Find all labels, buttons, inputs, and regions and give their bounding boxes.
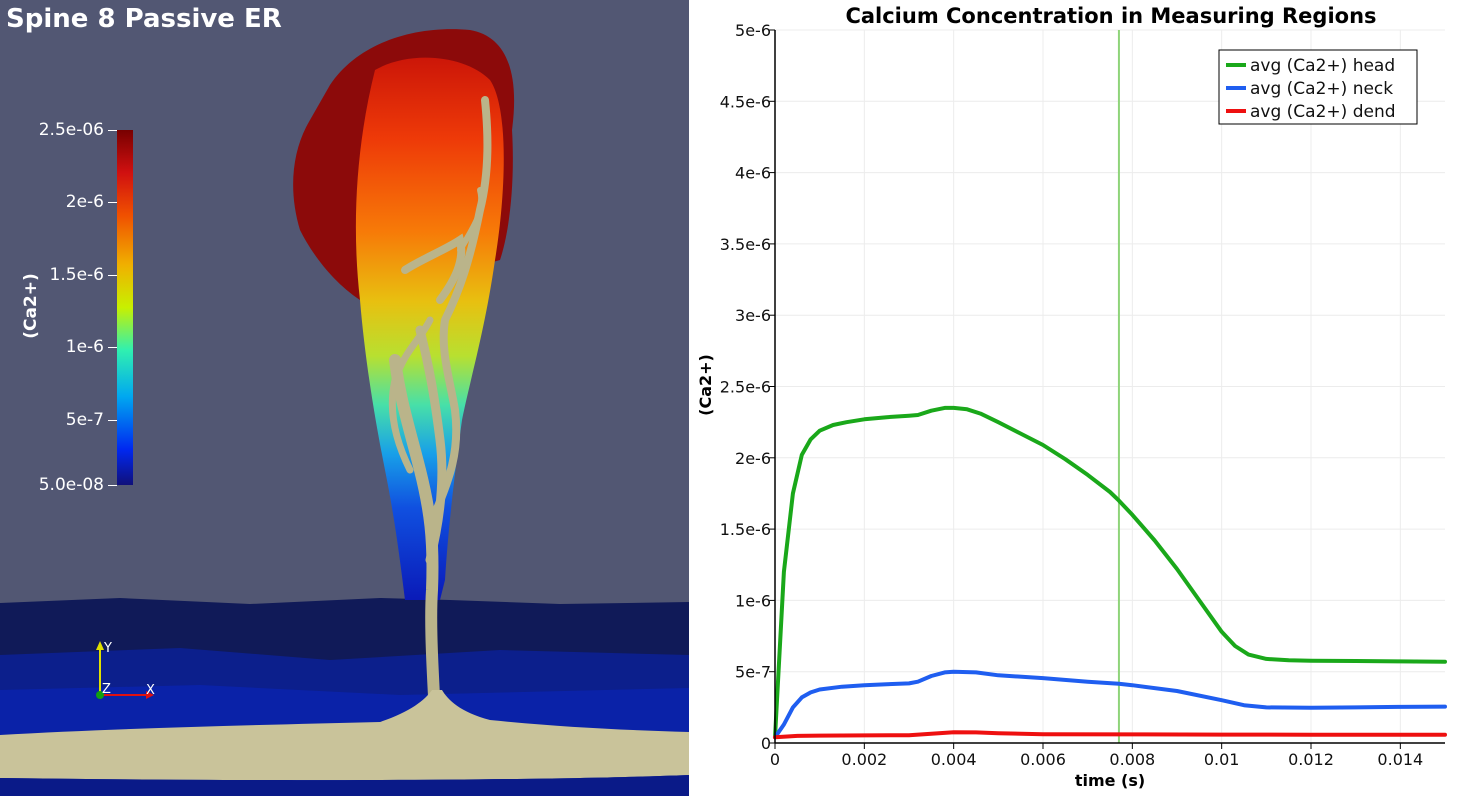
color-legend-tick-label: 5e-7 [65,409,104,430]
x-tick-label: 0.002 [841,750,887,769]
color-legend-bar [117,130,133,485]
chart-series [773,405,1447,740]
x-tick-label: 0.012 [1288,750,1334,769]
color-legend-tick-label: 2.5e-06 [38,120,104,140]
color-legend-tick-label: 2e-6 [65,192,104,213]
y-tick-label: 5e-7 [735,663,771,682]
er-network [388,96,492,721]
orientation-axes[interactable]: Y Z X [88,636,168,706]
spine-mesh-render [0,29,689,796]
series-line-dend [773,730,1447,740]
y-axis-title: (Ca2+) [696,354,715,416]
color-legend-title: (Ca2+) [20,273,41,339]
y-tick-label: 4.5e-6 [720,92,771,111]
line-chart[interactable]: Calcium Concentration in Measuring Regio… [689,0,1465,796]
3d-render-viewport[interactable]: Spine 8 Passive ER 2.5e-06 2e-6 1.5e-6 1e-6… [0,0,689,796]
y-tick-labels: 0 5e-7 1e-6 1.5e-6 2e-6 2.5e-6 3e-6 3.5e-6 4e-6 4… [720,21,775,753]
x-tick-label: 0.006 [1020,750,1066,769]
x-tick-label: 0 [770,750,780,769]
y-tick-label: 3e-6 [735,306,771,325]
color-legend-tick-mark [108,347,117,349]
x-tick-label: 0.01 [1204,750,1240,769]
y-tick-label: 4e-6 [735,164,771,183]
y-tick-label: 0 [761,734,771,753]
legend-entry-label: avg (Ca2+) neck [1250,79,1393,99]
y-tick-label: 2.5e-6 [720,378,771,397]
color-legend-tick-mark [108,419,117,421]
y-tick-label: 1e-6 [735,591,771,610]
color-legend-tick-label: 5.0e-08 [38,475,104,495]
dendrite-shaft [0,690,689,781]
y-tick-label: 2e-6 [735,449,771,468]
x-tick-labels: 0 0.002 0.004 0.006 0.008 0.01 0.012 0.014 [770,743,1423,769]
series-line-neck [773,669,1447,740]
axis-x-label: X [146,683,155,698]
dendrite-base [0,775,689,796]
viewport-title: Spine 8 Passive ER [6,4,282,34]
y-tick-label: 1.5e-6 [720,520,771,539]
color-legend-tick-label: 1.5e-6 [49,264,104,285]
legend-entry-label: avg (Ca2+) dend [1250,102,1396,122]
legend[interactable]: avg (Ca2+) head avg (Ca2+) neck avg (Ca2+)… [1218,49,1418,125]
color-legend-tick-mark [108,485,117,486]
color-legend-tick-label: 1e-6 [65,337,104,358]
y-tick-label: 5e-6 [735,21,771,40]
x-axis-title: time (s) [1075,771,1145,790]
axis-z-label: Z [102,682,111,697]
color-legend-tick-mark [108,130,117,131]
x-tick-label: 0.014 [1377,750,1423,769]
legend-box [1218,49,1418,125]
chart-grid [774,29,1445,744]
x-tick-label: 0.004 [931,750,977,769]
chart-title: Calcium Concentration in Measuring Regio… [845,4,1376,28]
y-tick-label: 3.5e-6 [720,235,771,254]
legend-entry-label: avg (Ca2+) head [1250,56,1395,76]
series-line-head [773,405,1447,740]
spine-body [355,57,504,600]
axis-y-label: Y [103,641,112,656]
x-tick-label: 0.008 [1109,750,1155,769]
color-legend-tick-mark [108,274,117,276]
color-legend-tick-mark [108,202,117,204]
